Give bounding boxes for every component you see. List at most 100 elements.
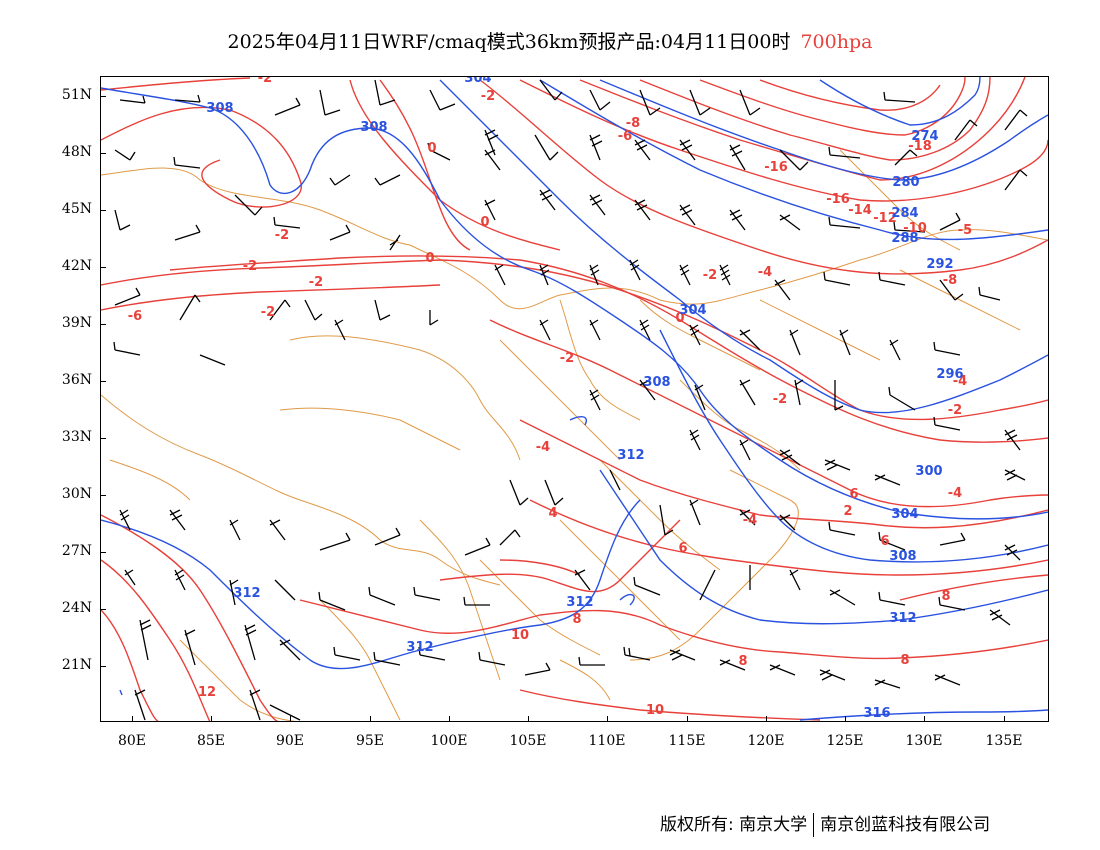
contour-label: 6 — [678, 541, 687, 556]
contour-label: 308 — [360, 120, 387, 135]
map-title: 2025年04月11日WRF/cmaq模式36km预报产品:04月11日00时 7… — [0, 27, 1100, 54]
lon-label: 115E — [668, 733, 706, 749]
contour-label: -4 — [948, 486, 962, 501]
contour-label: -6 — [128, 309, 142, 324]
lat-label: 39N — [61, 315, 92, 331]
contour-label: 0 — [480, 215, 489, 230]
lat-tick — [100, 96, 106, 97]
contour-label: 312 — [889, 611, 916, 626]
contour-label: 6 — [880, 534, 889, 549]
lat-tick — [100, 666, 106, 667]
contour-label: 10 — [646, 703, 664, 718]
lon-label: 90E — [275, 733, 305, 749]
lat-tick — [100, 267, 106, 268]
lat-label: 36N — [61, 372, 92, 388]
lon-label: 95E — [355, 733, 385, 749]
lon-tick — [687, 716, 688, 722]
contour-label: 312 — [406, 640, 433, 655]
lat-label: 42N — [61, 258, 92, 274]
contour-label: 284 — [891, 206, 918, 221]
contour-label: -2 — [703, 268, 717, 283]
contour-label: 0 — [675, 311, 684, 326]
contour-label: 304 — [679, 303, 706, 318]
temperature-contours — [101, 77, 1048, 721]
copyright-company: 南京创蓝科技有限公司 — [820, 815, 991, 835]
pressure-level: 700hpa — [800, 31, 873, 53]
lon-tick — [449, 716, 450, 722]
contour-label: 292 — [926, 257, 953, 272]
contour-label: 308 — [206, 101, 233, 116]
contour-label: 2 — [843, 504, 852, 519]
copyright-owner: 版权所有: 南京大学 — [660, 815, 808, 835]
contour-label: -4 — [953, 374, 967, 389]
contour-label: 8 — [738, 654, 747, 669]
copyright-footer: 版权所有: 南京大学 南京创蓝科技有限公司 — [660, 810, 990, 837]
lat-label: 24N — [61, 600, 92, 616]
contour-label: -10 — [903, 221, 927, 236]
contour-label: 0 — [427, 141, 436, 156]
lat-tick — [100, 210, 106, 211]
contour-label: 312 — [617, 448, 644, 463]
contour-label: -5 — [958, 223, 972, 238]
lon-label: 110E — [588, 733, 626, 749]
contour-label: 312 — [566, 595, 593, 610]
lat-label: 51N — [61, 87, 92, 103]
lat-label: 21N — [61, 657, 92, 673]
lon-label: 130E — [905, 733, 943, 749]
contour-label: 280 — [892, 175, 919, 190]
lat-label: 33N — [61, 429, 92, 445]
contour-label: 308 — [889, 549, 916, 564]
contour-label: 316 — [863, 706, 890, 721]
lon-tick — [607, 716, 608, 722]
border-lines — [101, 149, 1048, 721]
lat-label: 30N — [61, 486, 92, 502]
red-contour-labels: -2 -2 -6 -8 -16 -18 -16 -14 -12 -10 -5 -… — [128, 71, 972, 718]
lon-label: 80E — [117, 733, 147, 749]
lon-tick — [370, 716, 371, 722]
contour-label: -2 — [560, 351, 574, 366]
contour-label: 296 — [936, 367, 963, 382]
contour-label: -8 — [626, 116, 640, 131]
lon-tick — [290, 716, 291, 722]
lat-tick — [100, 153, 106, 154]
wind-barbs — [113, 79, 1028, 721]
contour-label: 12 — [198, 685, 216, 700]
contour-label: 6 — [849, 487, 858, 502]
lon-tick — [132, 716, 133, 722]
lat-tick — [100, 438, 106, 439]
lat-tick — [100, 552, 106, 553]
lat-tick — [100, 609, 106, 610]
contour-label: -2 — [261, 305, 275, 320]
contour-label: -6 — [618, 129, 632, 144]
contour-label: -2 — [948, 403, 962, 418]
contour-label: 304 — [464, 71, 491, 86]
lat-label: 45N — [61, 201, 92, 217]
lon-label: 105E — [509, 733, 547, 749]
lat-tick — [100, 324, 106, 325]
lat-tick — [100, 495, 106, 496]
contour-label: 10 — [511, 628, 529, 643]
contour-label: -16 — [764, 160, 788, 175]
contour-label: 304 — [891, 507, 918, 522]
contour-label: -8 — [943, 273, 957, 288]
contour-label: -2 — [258, 71, 272, 86]
contour-label: -2 — [243, 259, 257, 274]
contour-label: 8 — [900, 653, 909, 668]
lon-tick — [845, 716, 846, 722]
contour-label: -16 — [826, 192, 850, 207]
lat-label: 48N — [61, 144, 92, 160]
contour-label: -4 — [536, 440, 550, 455]
contour-label: -2 — [309, 275, 323, 290]
contour-label: 308 — [643, 375, 670, 390]
contour-label: 274 — [911, 129, 938, 144]
title-text: 2025年04月11日WRF/cmaq模式36km预报产品:04月11日00时 — [227, 31, 791, 53]
lon-tick — [211, 716, 212, 722]
divider — [813, 813, 815, 837]
blue-contour-labels: 308 308 304 280 284 288 292 304 308 296 … — [206, 71, 963, 721]
lon-label: 85E — [196, 733, 226, 749]
contour-label: -18 — [908, 139, 932, 154]
map-frame — [100, 76, 1049, 722]
contour-label: -2 — [481, 89, 495, 104]
contour-label: -12 — [873, 211, 897, 226]
